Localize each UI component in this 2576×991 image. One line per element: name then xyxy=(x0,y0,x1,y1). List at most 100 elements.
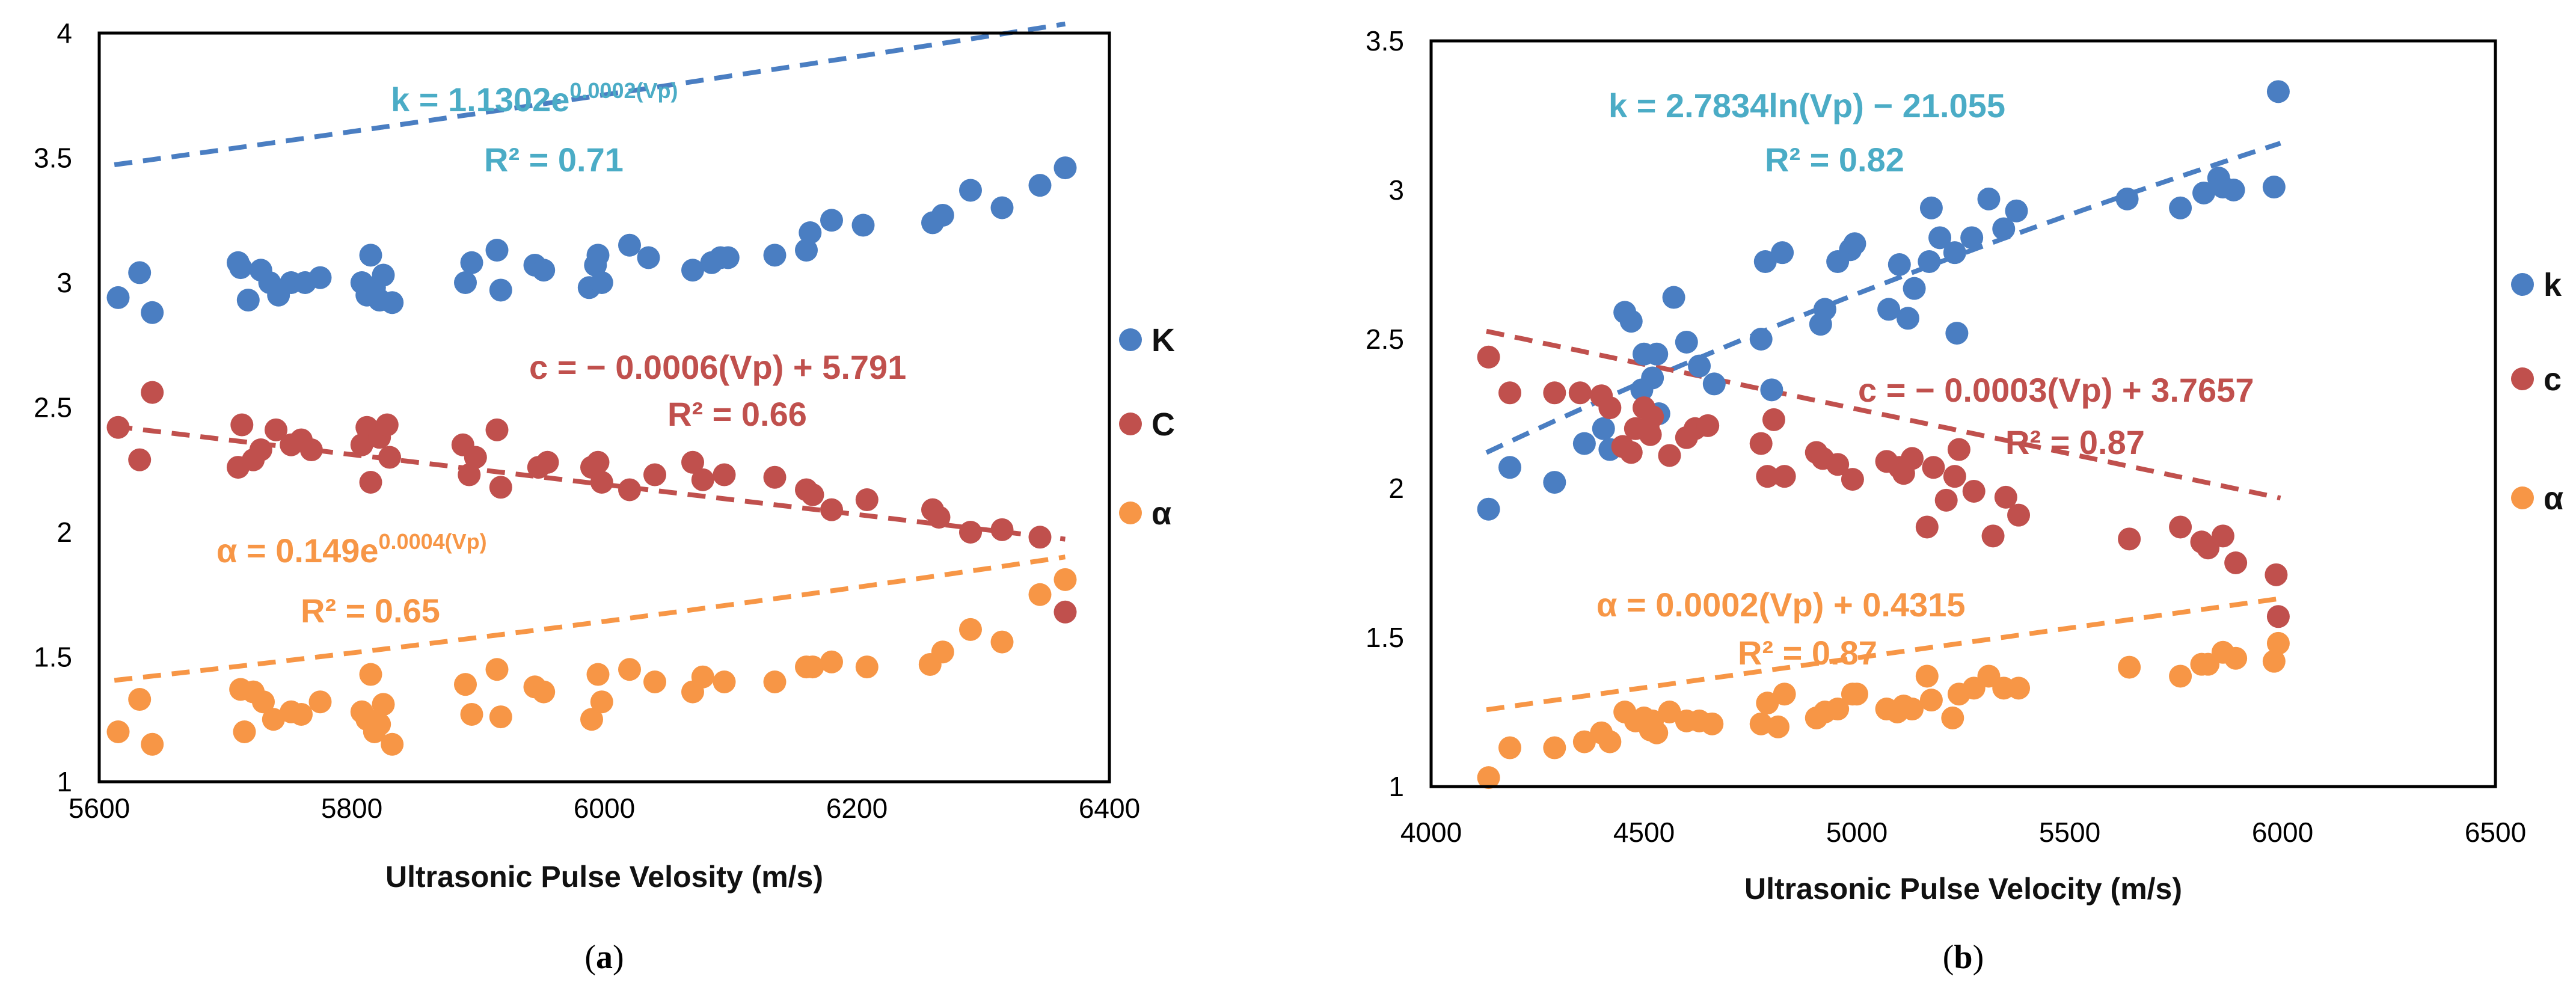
chart-b-point-k xyxy=(2192,181,2216,204)
chart-a-point-c xyxy=(489,476,512,499)
chart-b-point-alpha xyxy=(1477,766,1500,790)
chart-a-point-c xyxy=(927,506,951,529)
chart-a-point-alpha xyxy=(990,630,1014,654)
chart-a-point-k xyxy=(959,179,982,202)
chart-a-plot-area xyxy=(97,31,1111,784)
chart-b-c-r2: R² = 0.87 xyxy=(2005,423,2145,461)
chart-a-point-c xyxy=(464,446,487,469)
chart-b-legend-c-marker xyxy=(2511,367,2534,390)
chart-a-point-alpha xyxy=(308,690,332,714)
chart-a-point-alpha xyxy=(454,673,477,696)
chart-a-point-c xyxy=(249,438,272,462)
chart-a-legend-c-marker xyxy=(1119,413,1142,435)
chart-a-y-tick-label: 1.5 xyxy=(34,642,72,673)
chart-a-x-axis-title: Ultrasonic Pulse Velosity (m/s) xyxy=(385,860,823,894)
chart-a-alpha-equation: α = 0.149e0.0004(Vp) xyxy=(216,529,487,569)
chart-b-point-c xyxy=(2224,551,2248,574)
chart-a-point-c xyxy=(141,381,164,404)
chart-a-point-k xyxy=(590,271,613,294)
chart-a-point-k xyxy=(763,244,787,267)
chart-a-point-k xyxy=(106,286,130,309)
chart-a-point-alpha xyxy=(532,680,556,704)
chart-b-panel-label: (b) xyxy=(1943,939,1984,976)
chart-b-point-k xyxy=(1992,217,2016,241)
chart-b-point-alpha xyxy=(1645,721,1669,744)
chart-b-point-k xyxy=(1771,241,1794,265)
chart-a-point-alpha xyxy=(372,693,395,716)
chart-a-point-k xyxy=(681,259,704,282)
chart-a-point-c xyxy=(375,413,399,437)
chart-b-point-c xyxy=(2265,563,2288,586)
chart-b-point-c xyxy=(2007,503,2031,527)
chart-a-point-alpha xyxy=(590,690,613,714)
chart-b-point-k xyxy=(1960,226,1984,250)
chart-a-point-c xyxy=(643,463,666,486)
chart-a-alpha-r2: R² = 0.65 xyxy=(301,592,440,630)
chart-a-point-alpha xyxy=(233,720,256,743)
chart-b-point-alpha xyxy=(2118,655,2141,679)
chart-b-c-equation: c = − 0.0003(Vp) + 3.7657 xyxy=(1858,371,2254,409)
chart-b-point-c xyxy=(2169,515,2192,539)
chart-a-point-alpha xyxy=(141,732,164,756)
chart-a-point-alpha xyxy=(252,690,275,714)
chart-b-point-c xyxy=(1981,524,2005,548)
chart-b-point-alpha xyxy=(1543,736,1566,759)
chart-a-point-k xyxy=(795,239,818,262)
chart-a-point-k xyxy=(308,266,332,289)
chart-a-legend-k-marker xyxy=(1119,328,1142,351)
chart-a-point-c xyxy=(536,450,559,474)
chart-a-point-c xyxy=(458,463,481,486)
chart-a: 5600 5800 6000 6200 6400 1 1.5 2 2.5 3 3.5 4 k = 1… xyxy=(34,17,1175,976)
chart-a-y-tick-label: 3 xyxy=(57,267,72,298)
chart-a-point-alpha xyxy=(763,670,787,693)
chart-a-point-k xyxy=(820,209,843,232)
chart-a-point-c xyxy=(299,438,323,462)
chart-b-point-c xyxy=(1762,408,1785,431)
chart-b: 4000 4500 5000 5500 6000 6500 1 1.5 2 2.5 3 3.5 k … xyxy=(1366,25,2563,976)
chart-a-point-alpha xyxy=(580,708,603,731)
chart-b-point-k xyxy=(1477,497,1500,521)
chart-a-point-alpha xyxy=(586,663,610,686)
chart-b-point-k xyxy=(1928,226,1952,250)
chart-b-point-c xyxy=(1947,438,1970,461)
chart-a-point-k xyxy=(489,278,512,302)
chart-a-point-c xyxy=(230,413,254,437)
chart-a-point-k xyxy=(381,291,404,314)
chart-a-point-alpha xyxy=(1028,583,1052,606)
chart-b-point-c xyxy=(1915,515,1939,539)
chart-a-legend-k-label: K xyxy=(1152,322,1175,358)
chart-a-x-tick-label: 5800 xyxy=(321,793,382,824)
chart-b-points xyxy=(1477,80,2290,790)
chart-b-point-alpha xyxy=(1700,712,1724,735)
chart-a-point-c xyxy=(485,418,509,441)
chart-a-point-alpha xyxy=(359,663,382,686)
chart-b-point-alpha xyxy=(1749,712,1773,735)
chart-a-y-tick-label: 2.5 xyxy=(34,392,72,423)
chart-b-point-c xyxy=(1619,441,1643,464)
chart-a-point-k xyxy=(799,221,822,244)
chart-b-point-k xyxy=(1945,322,1969,345)
chart-b-k-equation: k = 2.7834ln(Vp) − 21.055 xyxy=(1608,87,2005,124)
chart-b-point-k xyxy=(1702,372,1726,396)
chart-a-trendline-c xyxy=(114,424,1066,542)
chart-b-point-c xyxy=(1658,444,1681,467)
chart-b-legend-c-label: c xyxy=(2544,361,2562,397)
chart-a-legend: K C α xyxy=(1119,322,1175,532)
chart-a-point-k xyxy=(454,271,477,294)
chart-a-x-tick-label: 6200 xyxy=(826,793,888,824)
chart-b-point-k xyxy=(1498,456,1521,479)
chart-a-point-k xyxy=(359,244,382,267)
chart-a-point-alpha xyxy=(489,705,512,729)
chart-a-point-c xyxy=(820,498,843,521)
chart-a-point-k xyxy=(716,246,740,269)
chart-b-point-k xyxy=(1877,298,1901,321)
chart-b-legend-k-label: k xyxy=(2544,267,2562,303)
chart-a-point-c xyxy=(590,471,613,494)
chart-a-point-k xyxy=(618,233,641,257)
chart-b-point-alpha xyxy=(2266,631,2290,655)
chart-b-alpha-equation: α = 0.0002(Vp) + 0.4315 xyxy=(1596,586,1965,624)
chart-b-point-alpha xyxy=(2262,649,2286,673)
chart-b-point-c xyxy=(1901,447,1924,470)
chart-b-point-c xyxy=(1641,405,1664,428)
chart-b-x-tick-label: 6500 xyxy=(2465,817,2526,848)
